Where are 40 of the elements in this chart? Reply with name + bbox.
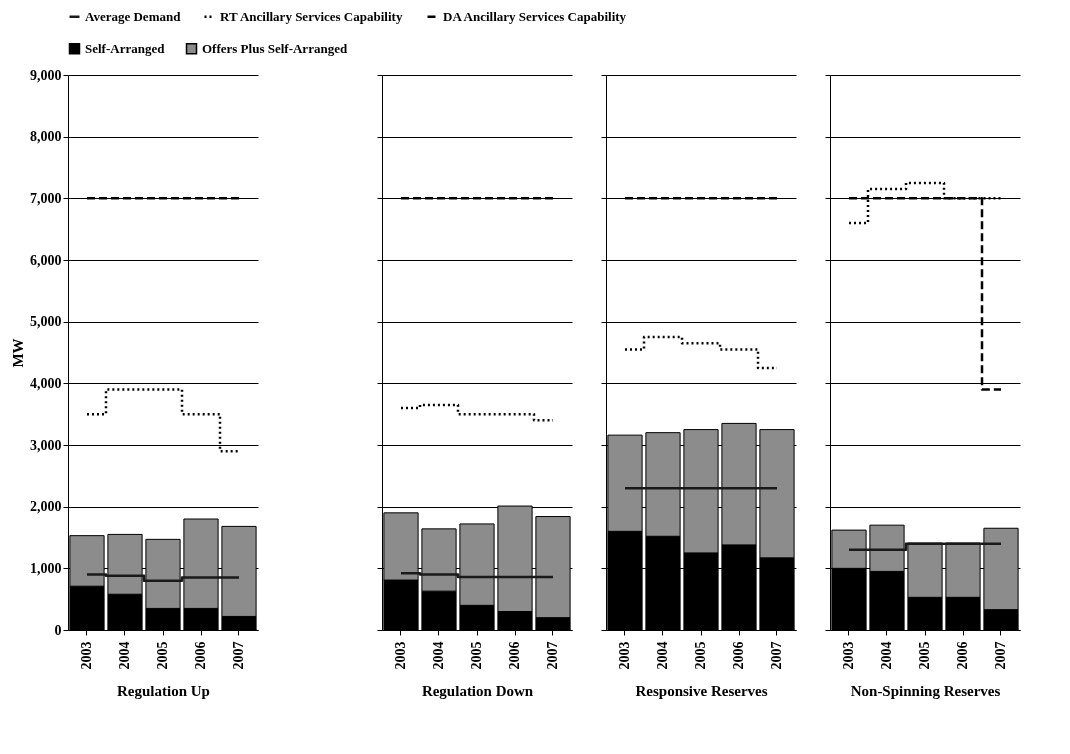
- x-axis-title: Regulation Down: [421, 682, 534, 699]
- legend-label: DA Ancillary Services Capability: [443, 8, 627, 24]
- x-tick-label: 2003: [393, 641, 408, 670]
- x-tick-label: 2007: [231, 641, 246, 670]
- x-tick-label: 2004: [117, 641, 132, 670]
- x-tick-label: 2007: [993, 641, 1008, 670]
- legend-label: RT Ancillary Services Capability: [220, 8, 403, 24]
- y-tick-label: 5,000: [30, 314, 62, 330]
- x-tick-label: 2006: [507, 641, 522, 670]
- x-axis-title: Non-Spinning Reserves: [850, 682, 1001, 699]
- legend-label: Self-Arranged: [85, 40, 166, 56]
- y-tick-label: 6,000: [30, 252, 62, 268]
- y-axis-title: MW: [10, 338, 26, 368]
- x-tick-label: 2005: [155, 641, 170, 670]
- legend-label: Offers Plus Self-Arranged: [202, 40, 348, 56]
- x-tick-label: 2007: [545, 641, 560, 670]
- y-tick-label: 1,000: [30, 560, 62, 576]
- x-tick-label: 2004: [879, 641, 894, 670]
- x-axis-title: Regulation Up: [117, 682, 210, 699]
- y-tick-label: 3,000: [30, 437, 62, 453]
- y-tick-label: 8,000: [30, 129, 62, 145]
- legend-label: Average Demand: [85, 8, 182, 24]
- x-tick-label: 2006: [193, 641, 208, 670]
- y-tick-label: 7,000: [30, 190, 62, 206]
- x-tick-label: 2004: [655, 641, 670, 670]
- x-tick-label: 2005: [917, 641, 932, 670]
- x-tick-label: 2005: [693, 641, 708, 670]
- x-tick-label: 2003: [841, 641, 856, 670]
- x-tick-label: 2007: [769, 641, 784, 670]
- y-tick-label: 4,000: [30, 375, 62, 391]
- x-axis-title: Responsive Reserves: [635, 682, 768, 699]
- x-tick-label: 2005: [469, 641, 484, 670]
- x-tick-label: 2004: [431, 641, 446, 670]
- x-tick-label: 2006: [731, 641, 746, 670]
- x-tick-label: 2003: [617, 641, 632, 670]
- y-tick-label: 2,000: [30, 499, 62, 515]
- y-tick-label: 9,000: [30, 67, 62, 83]
- x-tick-label: 2003: [79, 641, 94, 670]
- y-tick-label: 0: [54, 622, 62, 638]
- x-tick-label: 2006: [955, 641, 970, 670]
